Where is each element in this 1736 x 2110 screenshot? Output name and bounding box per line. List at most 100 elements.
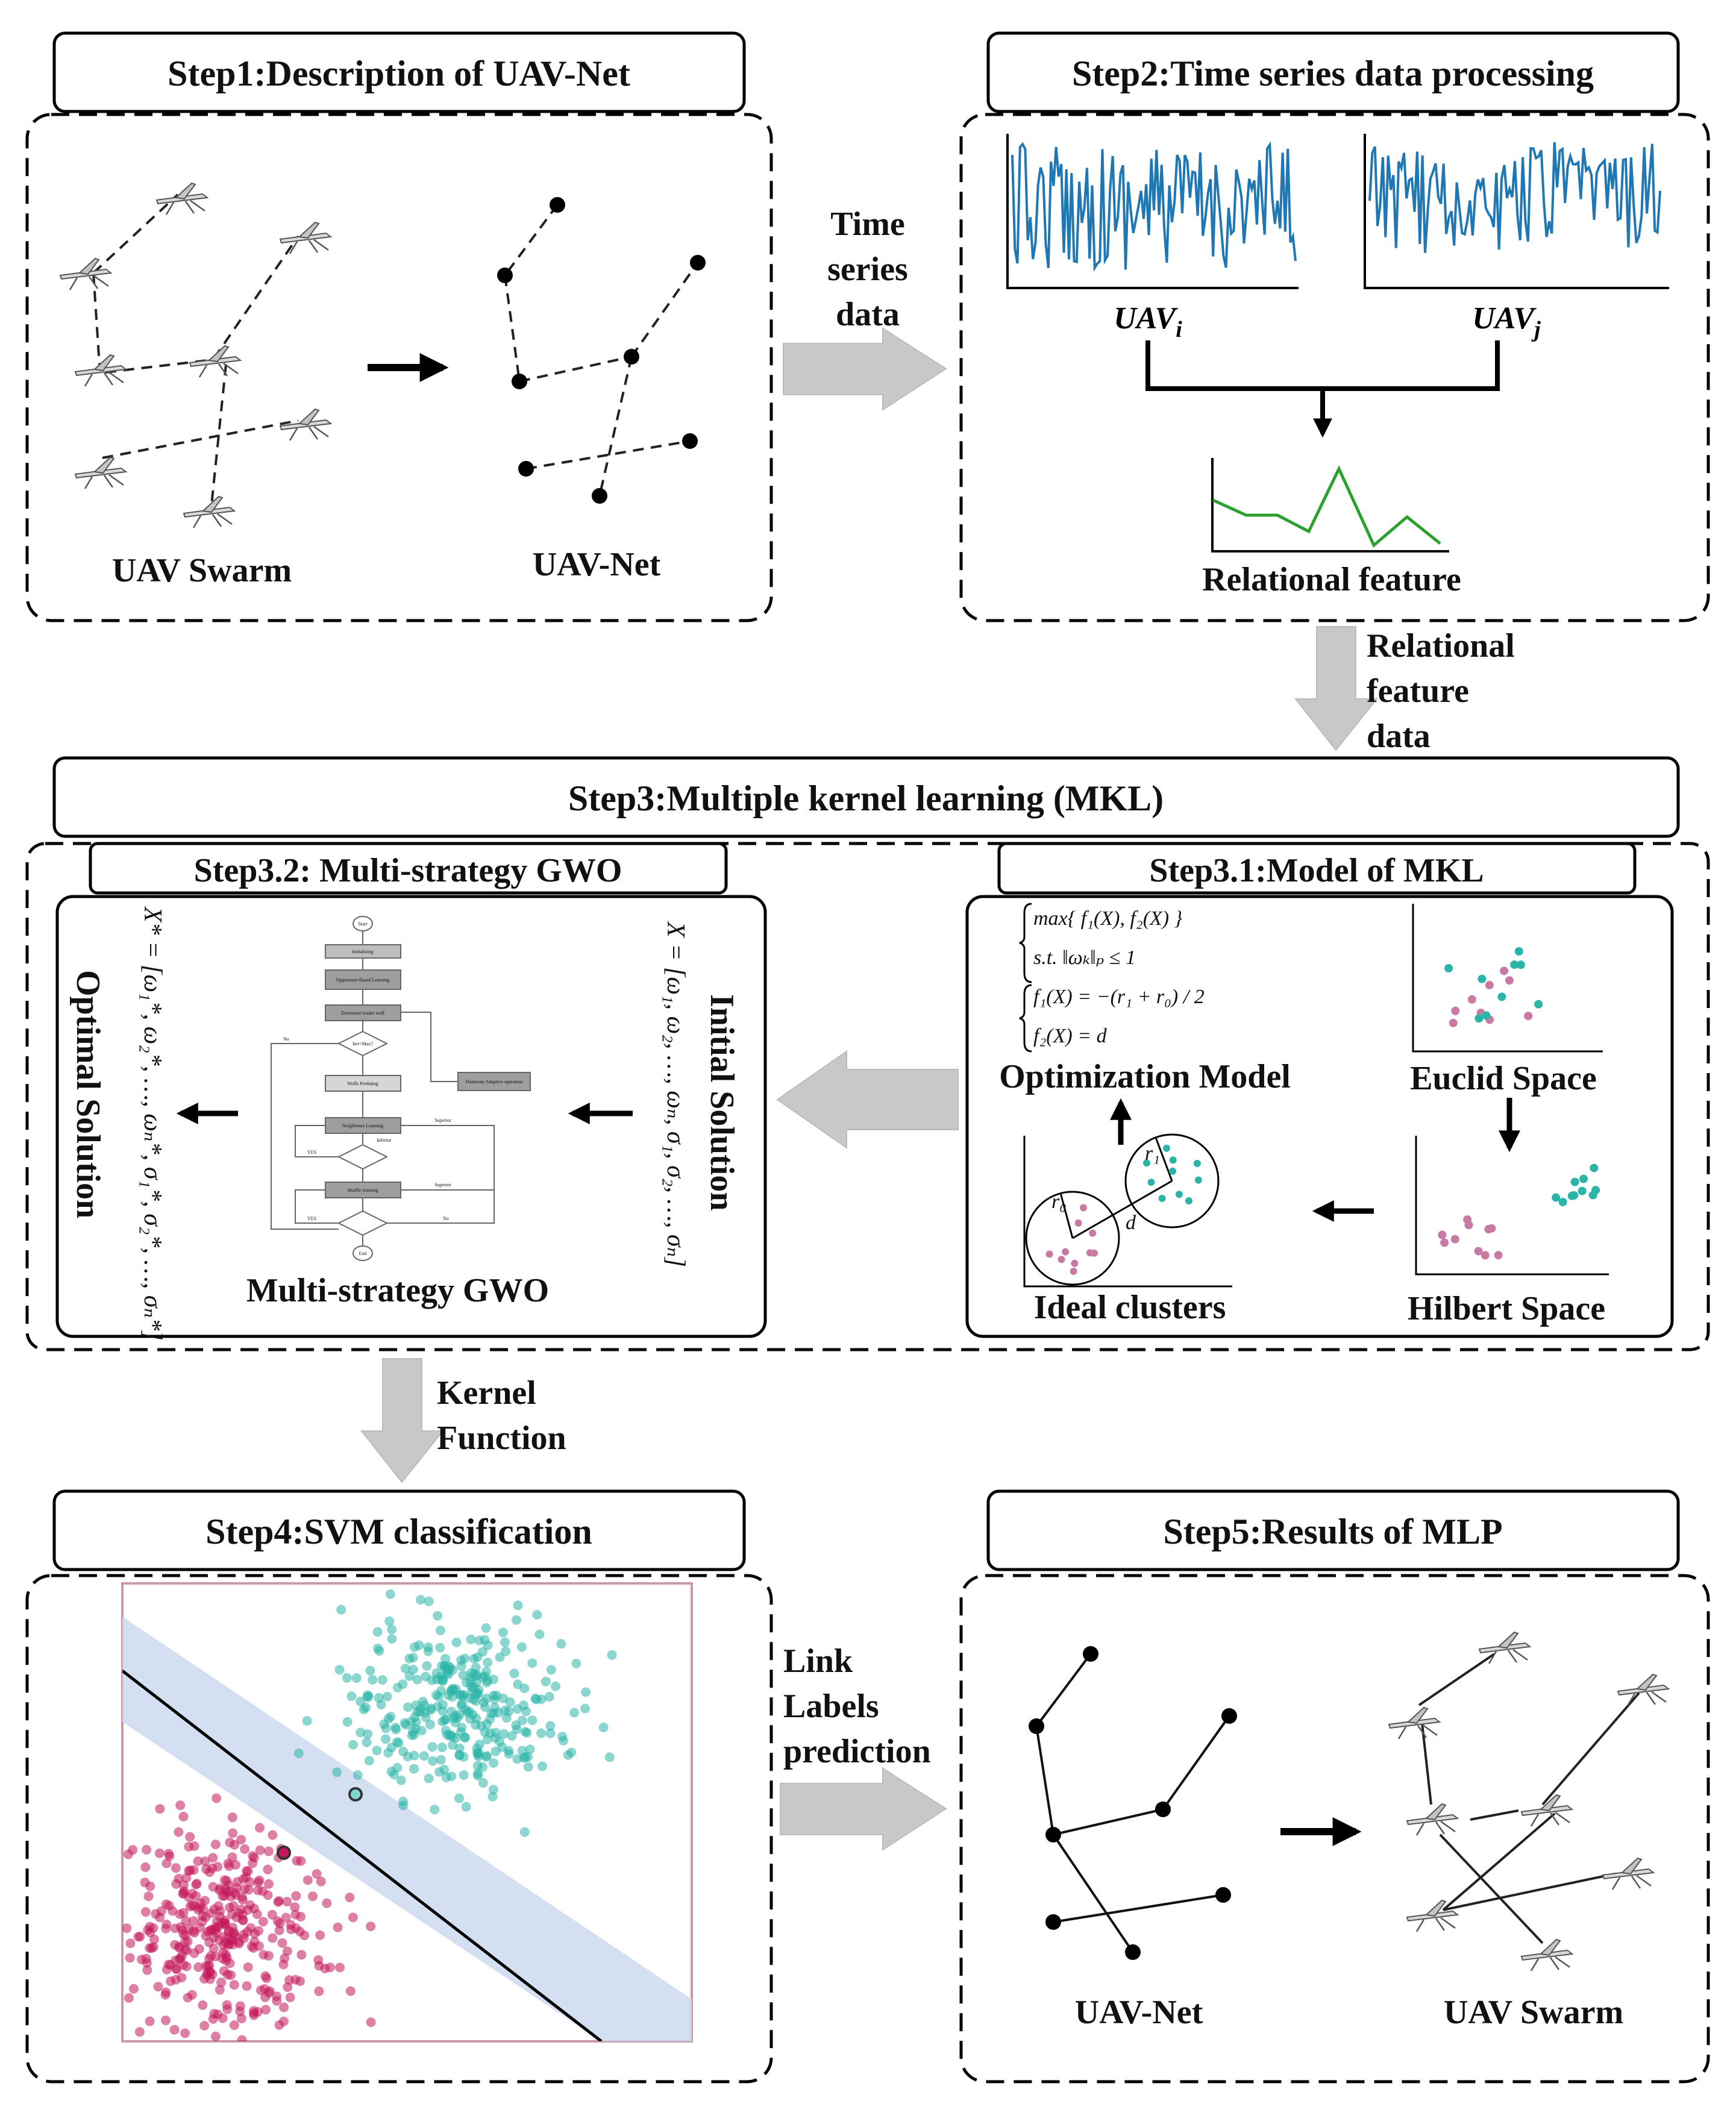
data-point [225,1903,235,1912]
data-point [169,2024,180,2035]
flow-no-text: No [443,1216,449,1221]
gwo-flowchart [271,916,531,1261]
data-point [227,1812,237,1823]
drone-icon [279,221,332,255]
data-point [312,1869,322,1879]
data-point [442,1730,452,1740]
flow-link-line: prediction [783,1733,931,1770]
data-point [1464,1221,1473,1230]
data-point [314,1986,324,1996]
flow-inferior-text: Inferior [377,1138,392,1143]
data-point [222,2004,233,2014]
data-point [290,1923,301,1933]
data-point [315,1930,325,1940]
data-point [313,1955,324,1965]
data-point [1477,974,1487,983]
data-point [536,1728,547,1738]
data-point [385,1589,395,1599]
data-point [128,1845,138,1855]
data-point [1505,976,1514,985]
data-point [423,1642,433,1652]
drone-icon [1602,1857,1655,1891]
data-point [342,1717,353,1727]
data-point [474,1739,484,1750]
data-point [345,1892,355,1903]
data-point [161,1987,171,1997]
data-point [215,1906,225,1916]
data-point [523,1762,533,1772]
data-point [189,1865,199,1875]
data-point [1062,1248,1070,1256]
data-point [178,1812,189,1821]
data-point [171,1974,181,1985]
data-point [504,1745,514,1756]
data-point [1485,981,1494,989]
data-point [1089,1229,1097,1237]
data-point [302,1875,313,1885]
data-point [240,1844,250,1854]
data-point [472,1652,483,1662]
data-point [171,1863,181,1873]
step4-title: Step4:SVM classification [205,1512,592,1551]
graph-node [1045,1914,1061,1930]
flow-decision [337,1210,389,1236]
data-point [356,1727,366,1738]
data-point [1449,1018,1458,1027]
data-point [527,1658,537,1668]
flow-relational-line: feature [1367,672,1469,710]
euclid-space-label: Euclid Space [1410,1060,1597,1097]
data-point [210,1839,221,1850]
d-label: d [1126,1212,1136,1234]
data-point [516,1642,527,1652]
cluster-points [1045,1144,1202,1275]
data-point [296,1950,307,1960]
data-point [409,1764,419,1774]
data-point [1482,1011,1491,1020]
data-point [231,1890,241,1900]
data-point [489,1758,498,1768]
data-point [1552,1193,1561,1202]
data-point [472,1768,483,1779]
data-point [291,1891,301,1901]
data-point [208,1943,219,1953]
data-point [537,1761,547,1771]
data-point [142,1845,152,1855]
data-point [501,1713,512,1723]
data-point [1440,1238,1449,1247]
data-point [436,1671,446,1681]
data-point [284,1975,295,1985]
drone-icons [59,182,332,529]
data-point [140,1862,151,1872]
data-point [216,1977,227,1988]
data-point [1071,1259,1079,1267]
drone-icon [59,257,112,291]
data-point [436,1755,446,1765]
data-point [335,1962,345,1973]
data-point [1474,1014,1484,1023]
data-point [174,1827,184,1837]
data-point [490,1727,501,1738]
data-point [194,1944,204,1954]
data-point [221,1887,231,1897]
data-point [296,1856,306,1866]
flow-superior-text: Superior [434,1118,451,1123]
data-point [1175,1191,1183,1198]
data-point [178,1959,189,1970]
data-point [249,1936,260,1947]
data-point [155,1804,165,1814]
euclid-points [1444,947,1543,1027]
data-point [447,1740,457,1750]
data-point [242,1866,252,1876]
data-point [212,1793,222,1803]
data-point [236,1835,246,1845]
data-point [124,1993,134,2003]
data-point [275,1918,285,1929]
step1-header-box [52,31,746,113]
data-point [393,1738,404,1748]
data-point [1169,1156,1177,1164]
data-point [290,1902,300,1912]
data-point [1497,992,1506,1001]
data-point [363,1729,373,1739]
data-point [607,1650,617,1660]
